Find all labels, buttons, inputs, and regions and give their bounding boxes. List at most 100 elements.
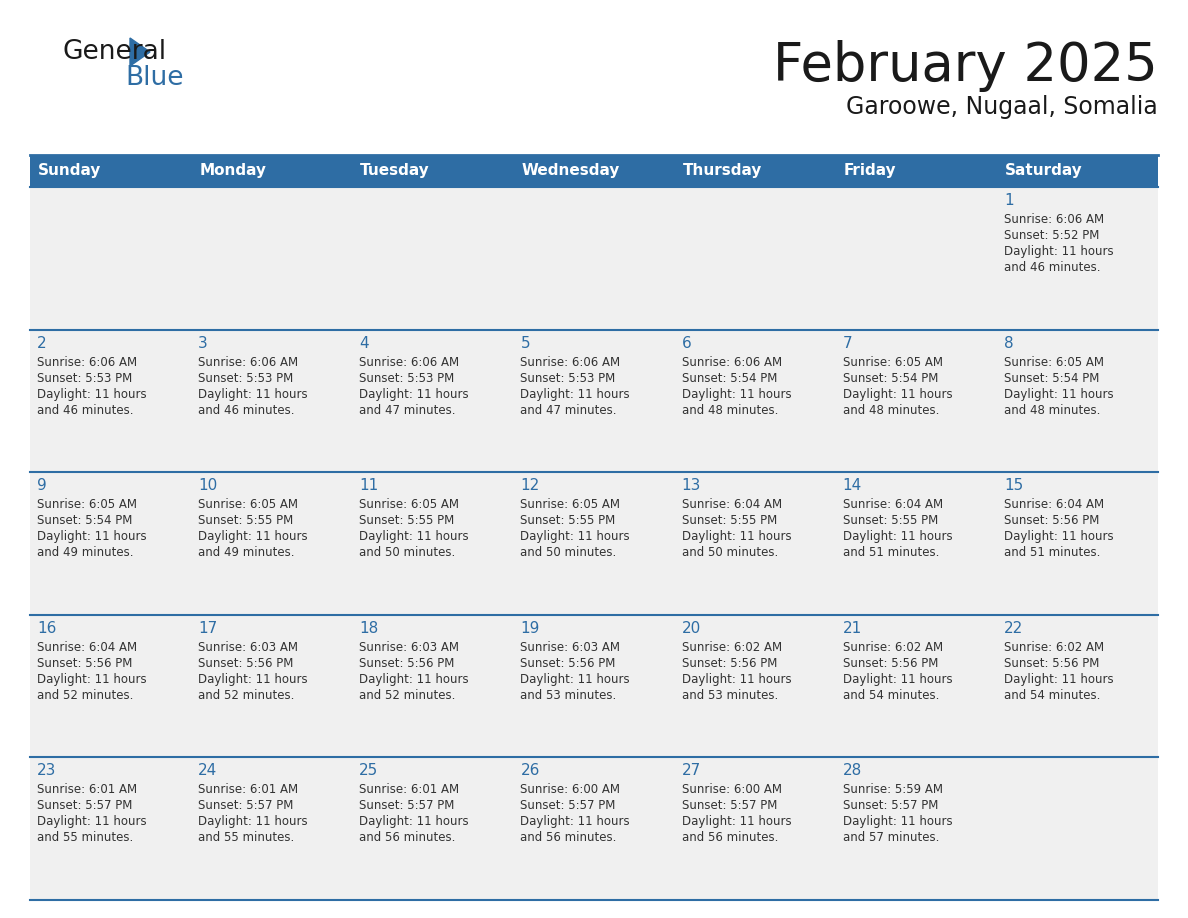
Text: and 51 minutes.: and 51 minutes. (1004, 546, 1100, 559)
Text: and 50 minutes.: and 50 minutes. (359, 546, 455, 559)
Text: and 53 minutes.: and 53 minutes. (682, 688, 778, 701)
Text: Garoowe, Nugaal, Somalia: Garoowe, Nugaal, Somalia (846, 95, 1158, 119)
Bar (835, 330, 997, 472)
Text: Sunrise: 6:05 AM: Sunrise: 6:05 AM (37, 498, 137, 511)
Text: Friday: Friday (843, 163, 896, 178)
Text: Daylight: 11 hours: Daylight: 11 hours (520, 673, 630, 686)
Text: Daylight: 11 hours: Daylight: 11 hours (842, 673, 953, 686)
Text: 13: 13 (682, 478, 701, 493)
Bar (353, 187, 513, 330)
Text: Sunrise: 6:05 AM: Sunrise: 6:05 AM (198, 498, 298, 511)
Text: Daylight: 11 hours: Daylight: 11 hours (520, 531, 630, 543)
Text: 4: 4 (359, 336, 369, 351)
Text: Sunrise: 6:01 AM: Sunrise: 6:01 AM (359, 783, 460, 797)
Text: Saturday: Saturday (1005, 163, 1082, 178)
Text: Daylight: 11 hours: Daylight: 11 hours (359, 531, 469, 543)
Text: Sunrise: 6:01 AM: Sunrise: 6:01 AM (198, 783, 298, 797)
Text: Sunrise: 6:06 AM: Sunrise: 6:06 AM (682, 355, 782, 369)
Bar (353, 330, 513, 472)
Text: Sunset: 5:56 PM: Sunset: 5:56 PM (198, 656, 293, 670)
Text: 22: 22 (1004, 621, 1023, 636)
Text: Sunday: Sunday (38, 163, 101, 178)
Text: Sunset: 5:53 PM: Sunset: 5:53 PM (520, 372, 615, 385)
Text: and 48 minutes.: and 48 minutes. (842, 404, 939, 417)
Text: and 49 minutes.: and 49 minutes. (198, 546, 295, 559)
Text: Daylight: 11 hours: Daylight: 11 hours (37, 387, 146, 400)
Bar (997, 187, 1158, 330)
Text: Sunset: 5:55 PM: Sunset: 5:55 PM (682, 514, 777, 527)
Text: Sunset: 5:56 PM: Sunset: 5:56 PM (1004, 514, 1099, 527)
Text: Sunrise: 6:05 AM: Sunrise: 6:05 AM (520, 498, 620, 511)
Text: Sunset: 5:57 PM: Sunset: 5:57 PM (842, 800, 939, 812)
Text: Sunrise: 6:03 AM: Sunrise: 6:03 AM (359, 641, 460, 654)
Text: Sunset: 5:57 PM: Sunset: 5:57 PM (198, 800, 293, 812)
Text: Daylight: 11 hours: Daylight: 11 hours (37, 815, 146, 828)
Text: Daylight: 11 hours: Daylight: 11 hours (198, 673, 308, 686)
Text: Sunrise: 6:02 AM: Sunrise: 6:02 AM (1004, 641, 1104, 654)
Text: Daylight: 11 hours: Daylight: 11 hours (520, 387, 630, 400)
Bar (997, 472, 1158, 615)
Text: Daylight: 11 hours: Daylight: 11 hours (520, 815, 630, 828)
Text: Sunset: 5:55 PM: Sunset: 5:55 PM (842, 514, 939, 527)
Text: Sunset: 5:54 PM: Sunset: 5:54 PM (37, 514, 132, 527)
Text: 26: 26 (520, 764, 539, 778)
Text: Sunrise: 6:05 AM: Sunrise: 6:05 AM (1004, 355, 1104, 369)
Text: Sunset: 5:53 PM: Sunset: 5:53 PM (359, 372, 455, 385)
Text: and 57 minutes.: and 57 minutes. (842, 832, 939, 845)
Text: Daylight: 11 hours: Daylight: 11 hours (1004, 387, 1113, 400)
Text: Daylight: 11 hours: Daylight: 11 hours (198, 531, 308, 543)
Bar (835, 472, 997, 615)
Text: Sunrise: 6:04 AM: Sunrise: 6:04 AM (842, 498, 943, 511)
Bar (675, 187, 835, 330)
Polygon shape (129, 38, 150, 66)
Text: Sunrise: 5:59 AM: Sunrise: 5:59 AM (842, 783, 943, 797)
Text: 6: 6 (682, 336, 691, 351)
Text: General: General (62, 39, 166, 65)
Bar (997, 330, 1158, 472)
Text: Daylight: 11 hours: Daylight: 11 hours (1004, 245, 1113, 258)
Text: Sunset: 5:56 PM: Sunset: 5:56 PM (520, 656, 615, 670)
Text: Daylight: 11 hours: Daylight: 11 hours (1004, 673, 1113, 686)
Text: 28: 28 (842, 764, 862, 778)
Text: 8: 8 (1004, 336, 1013, 351)
Text: Sunrise: 6:04 AM: Sunrise: 6:04 AM (682, 498, 782, 511)
Text: Sunset: 5:53 PM: Sunset: 5:53 PM (198, 372, 293, 385)
Bar (675, 472, 835, 615)
Text: and 56 minutes.: and 56 minutes. (682, 832, 778, 845)
Text: Daylight: 11 hours: Daylight: 11 hours (682, 815, 791, 828)
Text: Sunrise: 6:06 AM: Sunrise: 6:06 AM (359, 355, 460, 369)
Bar (191, 330, 353, 472)
Text: Sunrise: 6:04 AM: Sunrise: 6:04 AM (1004, 498, 1104, 511)
Text: and 46 minutes.: and 46 minutes. (37, 404, 133, 417)
Bar (675, 757, 835, 900)
Text: Sunset: 5:57 PM: Sunset: 5:57 PM (520, 800, 615, 812)
Bar (513, 757, 675, 900)
Text: Daylight: 11 hours: Daylight: 11 hours (682, 673, 791, 686)
Text: Sunset: 5:56 PM: Sunset: 5:56 PM (682, 656, 777, 670)
Text: Tuesday: Tuesday (360, 163, 430, 178)
Bar (191, 757, 353, 900)
Text: Daylight: 11 hours: Daylight: 11 hours (842, 815, 953, 828)
Bar (353, 757, 513, 900)
Bar (30, 155, 1158, 187)
Bar (30, 330, 191, 472)
Text: Daylight: 11 hours: Daylight: 11 hours (359, 387, 469, 400)
Bar (30, 187, 191, 330)
Text: 10: 10 (198, 478, 217, 493)
Text: and 52 minutes.: and 52 minutes. (37, 688, 133, 701)
Text: and 52 minutes.: and 52 minutes. (359, 688, 456, 701)
Text: and 54 minutes.: and 54 minutes. (1004, 688, 1100, 701)
Text: Sunset: 5:55 PM: Sunset: 5:55 PM (359, 514, 455, 527)
Text: Sunrise: 6:01 AM: Sunrise: 6:01 AM (37, 783, 137, 797)
Text: and 55 minutes.: and 55 minutes. (198, 832, 295, 845)
Text: Sunset: 5:56 PM: Sunset: 5:56 PM (842, 656, 939, 670)
Text: 3: 3 (198, 336, 208, 351)
Bar (513, 615, 675, 757)
Bar (30, 757, 191, 900)
Text: Sunrise: 6:04 AM: Sunrise: 6:04 AM (37, 641, 137, 654)
Text: and 50 minutes.: and 50 minutes. (520, 546, 617, 559)
Text: 12: 12 (520, 478, 539, 493)
Text: Sunset: 5:54 PM: Sunset: 5:54 PM (682, 372, 777, 385)
Text: Sunset: 5:56 PM: Sunset: 5:56 PM (359, 656, 455, 670)
Text: Daylight: 11 hours: Daylight: 11 hours (198, 387, 308, 400)
